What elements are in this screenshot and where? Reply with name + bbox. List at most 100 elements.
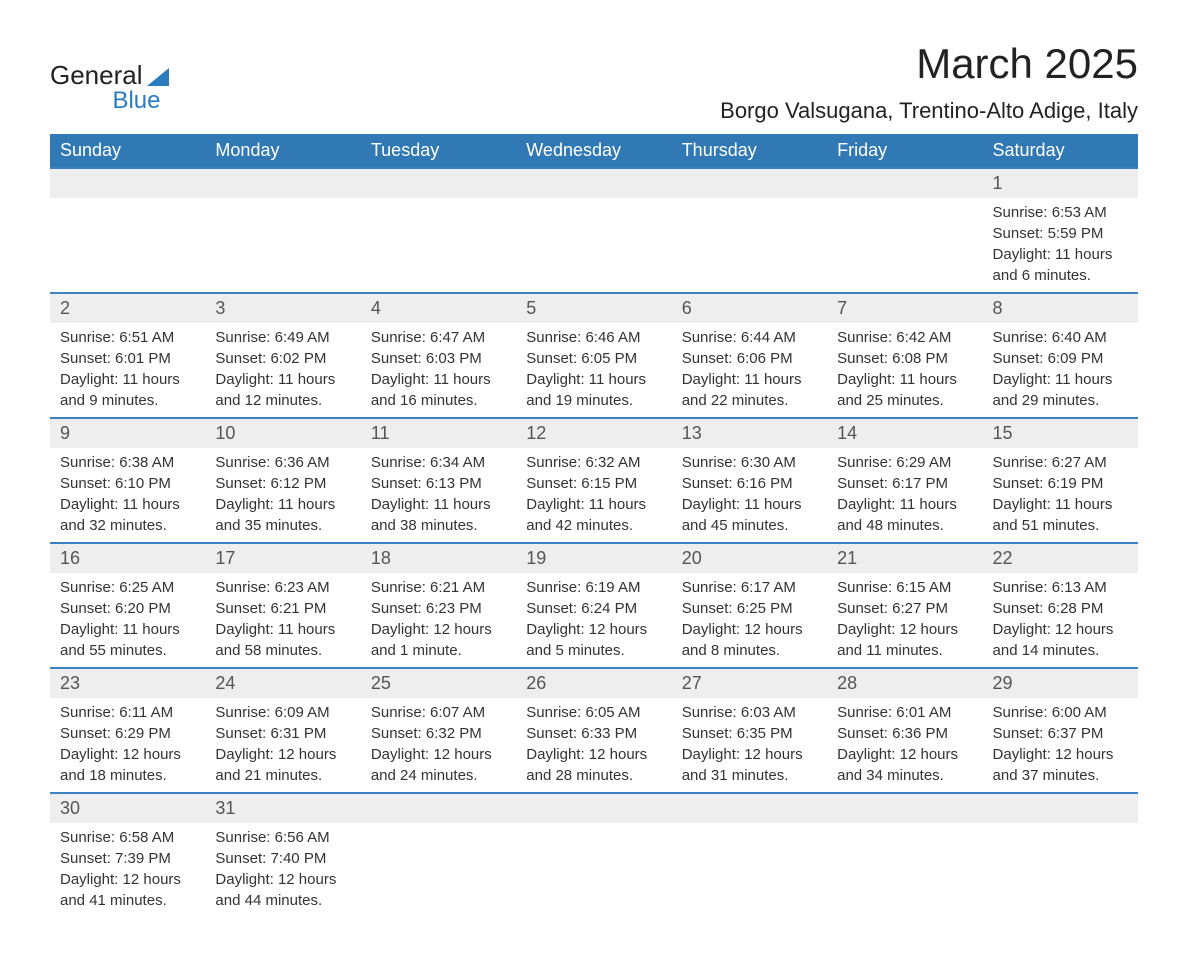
day-number-cell [983,793,1138,823]
cell-line-dl1: Daylight: 12 hours [682,619,817,640]
cell-line-sr: Sunrise: 6:58 AM [60,827,195,848]
cell-line-dl2: and 14 minutes. [993,640,1128,661]
cell-line-dl2: and 21 minutes. [215,765,350,786]
data-row: Sunrise: 6:11 AMSunset: 6:29 PMDaylight:… [50,698,1138,793]
cell-line-ss: Sunset: 6:25 PM [682,598,817,619]
day-data-cell [983,823,1138,917]
day-number-cell [672,168,827,198]
day-number-cell: 1 [983,168,1138,198]
day-data-cell: Sunrise: 6:46 AMSunset: 6:05 PMDaylight:… [516,323,671,418]
cell-line-dl2: and 11 minutes. [837,640,972,661]
day-data-cell: Sunrise: 6:15 AMSunset: 6:27 PMDaylight:… [827,573,982,668]
day-number-cell: 24 [205,668,360,698]
day-number-cell [361,793,516,823]
cell-line-dl2: and 45 minutes. [682,515,817,536]
cell-line-dl2: and 37 minutes. [993,765,1128,786]
cell-line-ss: Sunset: 6:15 PM [526,473,661,494]
daynum-row: 23242526272829 [50,668,1138,698]
day-number-cell [205,168,360,198]
cell-line-dl1: Daylight: 11 hours [60,619,195,640]
title-block: March 2025 Borgo Valsugana, Trentino-Alt… [720,40,1138,124]
cell-line-sr: Sunrise: 6:00 AM [993,702,1128,723]
day-data-cell: Sunrise: 6:01 AMSunset: 6:36 PMDaylight:… [827,698,982,793]
cell-line-dl1: Daylight: 12 hours [215,744,350,765]
cell-line-ss: Sunset: 6:12 PM [215,473,350,494]
day-number-cell [516,168,671,198]
day-header: Sunday [50,134,205,168]
day-data-cell: Sunrise: 6:00 AMSunset: 6:37 PMDaylight:… [983,698,1138,793]
cell-line-dl1: Daylight: 12 hours [837,744,972,765]
day-number-cell: 17 [205,543,360,573]
cell-line-ss: Sunset: 6:20 PM [60,598,195,619]
cell-line-ss: Sunset: 6:10 PM [60,473,195,494]
data-row: Sunrise: 6:51 AMSunset: 6:01 PMDaylight:… [50,323,1138,418]
day-data-cell [516,823,671,917]
cell-line-sr: Sunrise: 6:09 AM [215,702,350,723]
cell-line-dl1: Daylight: 11 hours [682,494,817,515]
day-data-cell: Sunrise: 6:42 AMSunset: 6:08 PMDaylight:… [827,323,982,418]
cell-line-dl2: and 51 minutes. [993,515,1128,536]
day-number-cell: 30 [50,793,205,823]
cell-line-dl1: Daylight: 11 hours [682,369,817,390]
cell-line-dl2: and 32 minutes. [60,515,195,536]
cell-line-sr: Sunrise: 6:21 AM [371,577,506,598]
day-data-cell: Sunrise: 6:30 AMSunset: 6:16 PMDaylight:… [672,448,827,543]
day-data-cell: Sunrise: 6:13 AMSunset: 6:28 PMDaylight:… [983,573,1138,668]
cell-line-sr: Sunrise: 6:34 AM [371,452,506,473]
cell-line-sr: Sunrise: 6:27 AM [993,452,1128,473]
day-data-cell [827,198,982,293]
cell-line-dl2: and 29 minutes. [993,390,1128,411]
cell-line-dl1: Daylight: 12 hours [60,744,195,765]
day-number-cell [50,168,205,198]
day-header: Thursday [672,134,827,168]
day-data-cell: Sunrise: 6:05 AMSunset: 6:33 PMDaylight:… [516,698,671,793]
cell-line-ss: Sunset: 6:19 PM [993,473,1128,494]
cell-line-dl2: and 58 minutes. [215,640,350,661]
cell-line-dl2: and 19 minutes. [526,390,661,411]
cell-line-dl2: and 31 minutes. [682,765,817,786]
cell-line-dl1: Daylight: 11 hours [60,494,195,515]
day-data-cell: Sunrise: 6:09 AMSunset: 6:31 PMDaylight:… [205,698,360,793]
day-data-cell: Sunrise: 6:32 AMSunset: 6:15 PMDaylight:… [516,448,671,543]
cell-line-dl2: and 44 minutes. [215,890,350,911]
cell-line-ss: Sunset: 6:31 PM [215,723,350,744]
cell-line-sr: Sunrise: 6:19 AM [526,577,661,598]
cell-line-ss: Sunset: 7:40 PM [215,848,350,869]
day-number-cell: 21 [827,543,982,573]
cell-line-dl2: and 8 minutes. [682,640,817,661]
day-data-cell: Sunrise: 6:40 AMSunset: 6:09 PMDaylight:… [983,323,1138,418]
cell-line-dl2: and 38 minutes. [371,515,506,536]
day-data-cell: Sunrise: 6:58 AMSunset: 7:39 PMDaylight:… [50,823,205,917]
day-number-cell [672,793,827,823]
day-data-cell: Sunrise: 6:56 AMSunset: 7:40 PMDaylight:… [205,823,360,917]
cell-line-sr: Sunrise: 6:38 AM [60,452,195,473]
day-number-cell: 9 [50,418,205,448]
cell-line-ss: Sunset: 6:23 PM [371,598,506,619]
day-number-cell: 11 [361,418,516,448]
day-number-cell: 26 [516,668,671,698]
day-data-cell: Sunrise: 6:51 AMSunset: 6:01 PMDaylight:… [50,323,205,418]
day-number-cell: 15 [983,418,1138,448]
cell-line-sr: Sunrise: 6:03 AM [682,702,817,723]
cell-line-dl2: and 42 minutes. [526,515,661,536]
cell-line-sr: Sunrise: 6:40 AM [993,327,1128,348]
day-number-cell [827,793,982,823]
data-row: Sunrise: 6:38 AMSunset: 6:10 PMDaylight:… [50,448,1138,543]
day-number-cell: 16 [50,543,205,573]
daynum-row: 16171819202122 [50,543,1138,573]
data-row: Sunrise: 6:53 AMSunset: 5:59 PMDaylight:… [50,198,1138,293]
cell-line-dl2: and 41 minutes. [60,890,195,911]
cell-line-ss: Sunset: 6:16 PM [682,473,817,494]
day-number-cell: 27 [672,668,827,698]
data-row: Sunrise: 6:25 AMSunset: 6:20 PMDaylight:… [50,573,1138,668]
day-data-cell [672,823,827,917]
cell-line-ss: Sunset: 6:03 PM [371,348,506,369]
day-data-cell [516,198,671,293]
day-data-cell: Sunrise: 6:38 AMSunset: 6:10 PMDaylight:… [50,448,205,543]
day-data-cell [672,198,827,293]
day-data-cell: Sunrise: 6:36 AMSunset: 6:12 PMDaylight:… [205,448,360,543]
day-data-cell: Sunrise: 6:17 AMSunset: 6:25 PMDaylight:… [672,573,827,668]
day-data-cell [361,198,516,293]
day-data-cell: Sunrise: 6:21 AMSunset: 6:23 PMDaylight:… [361,573,516,668]
day-number-cell: 13 [672,418,827,448]
